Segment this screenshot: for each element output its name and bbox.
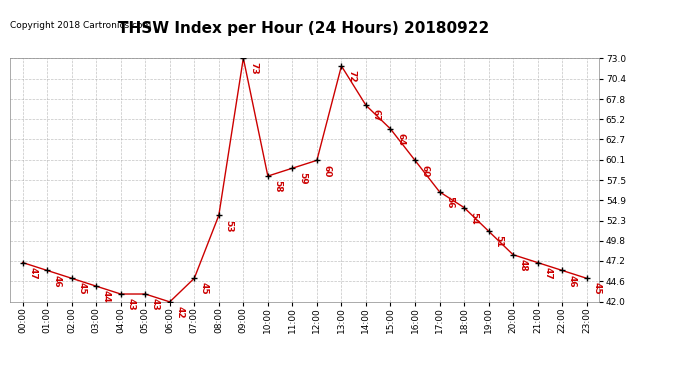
Text: 67: 67: [371, 110, 380, 122]
Text: 54: 54: [470, 211, 479, 224]
Text: 53: 53: [224, 219, 233, 232]
Text: 60: 60: [322, 165, 331, 177]
Text: 43: 43: [151, 298, 160, 311]
Text: 47: 47: [28, 267, 37, 279]
Text: 56: 56: [445, 196, 454, 208]
Text: 47: 47: [543, 267, 552, 279]
Text: 43: 43: [126, 298, 135, 311]
Text: THSW  (°F): THSW (°F): [556, 31, 620, 40]
Text: Copyright 2018 Cartronics.com: Copyright 2018 Cartronics.com: [10, 21, 152, 30]
Text: 46: 46: [52, 274, 61, 287]
Text: 59: 59: [298, 172, 307, 185]
Text: THSW Index per Hour (24 Hours) 20180922: THSW Index per Hour (24 Hours) 20180922: [118, 21, 489, 36]
Text: 48: 48: [519, 259, 528, 272]
Text: 45: 45: [200, 282, 209, 295]
Text: 73: 73: [249, 62, 258, 75]
Text: 46: 46: [568, 274, 577, 287]
Text: 44: 44: [101, 290, 110, 303]
Text: 64: 64: [396, 133, 405, 146]
Text: 72: 72: [347, 70, 356, 83]
Text: 51: 51: [494, 235, 503, 248]
Text: 60: 60: [420, 165, 430, 177]
Text: 42: 42: [175, 306, 184, 319]
Text: 45: 45: [592, 282, 601, 295]
Text: 58: 58: [273, 180, 282, 193]
Text: 45: 45: [77, 282, 86, 295]
